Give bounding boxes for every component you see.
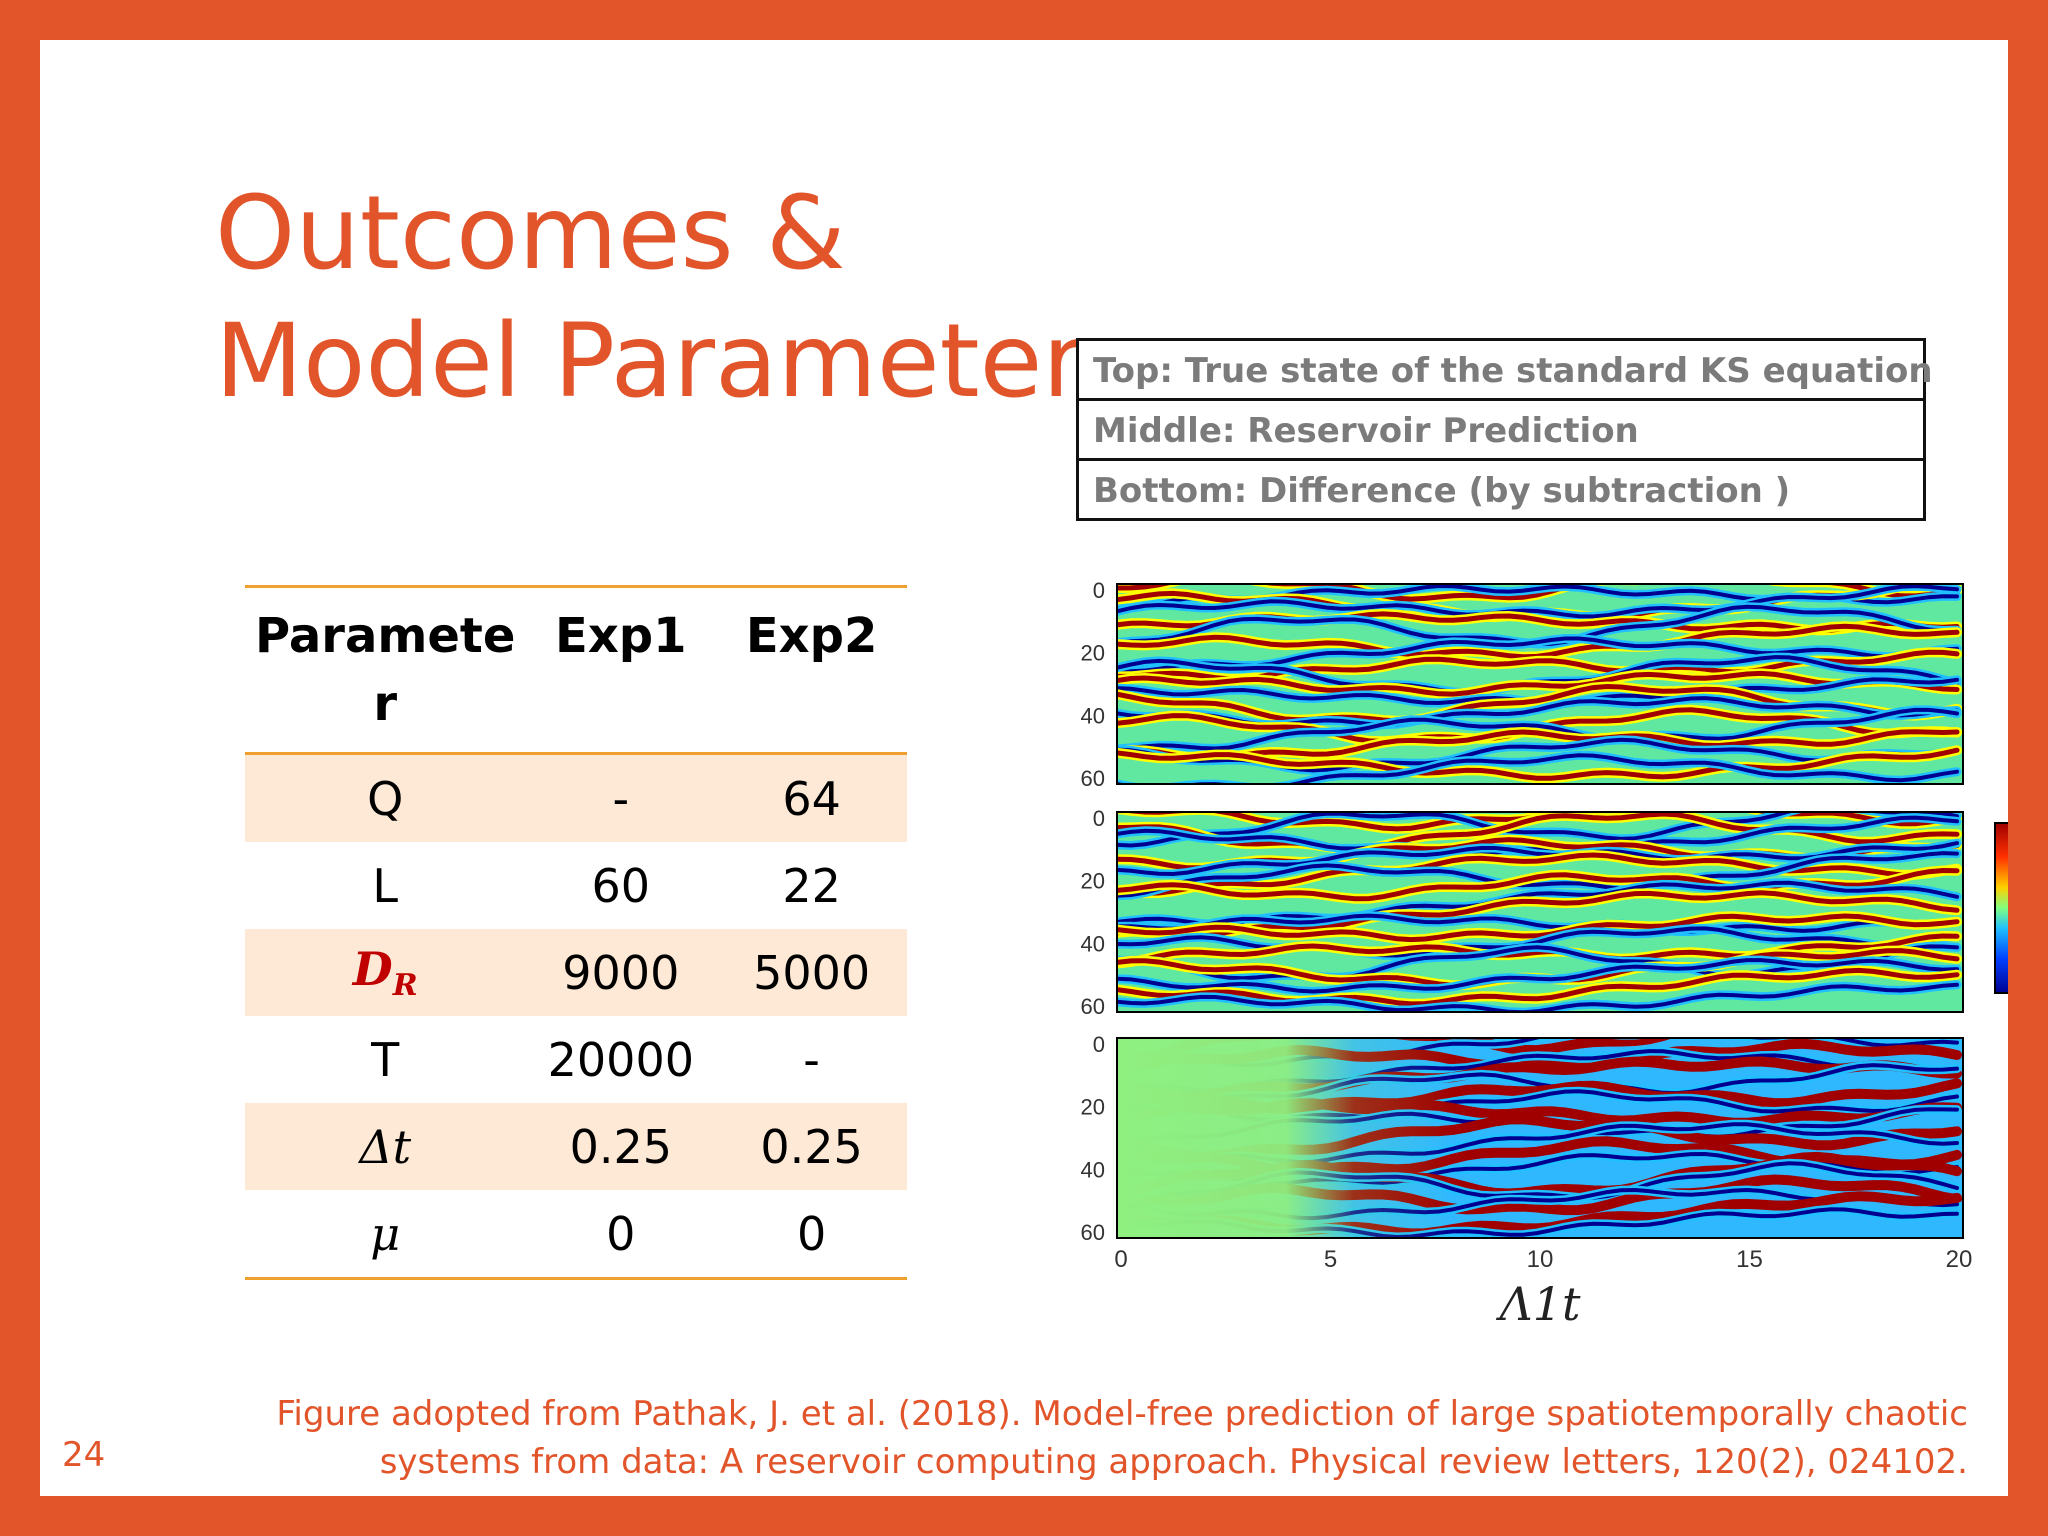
- param-name: μ: [245, 1190, 526, 1280]
- header-exp2: Exp2: [716, 585, 907, 755]
- y-tick-label: 40: [1081, 1157, 1105, 1182]
- exp2-value: 0.25: [716, 1103, 907, 1190]
- x-tick-label: 10: [1527, 1246, 1554, 1273]
- table-row: L 60 22: [245, 842, 907, 929]
- heatmap-panel-1: [1117, 584, 1963, 784]
- heatmap-band-core: [1117, 753, 1959, 784]
- axis-labels: 0 20 40 60 0 20 40 60 0 20 40 60 0 5 10 15 20 Λ1t: [1081, 578, 1973, 1331]
- x-axis-label: Λ1t: [1496, 1277, 1581, 1330]
- header-exp1: Exp1: [525, 585, 717, 755]
- param-name: DR: [245, 929, 526, 1016]
- x-tick-label: 0: [1114, 1246, 1127, 1273]
- legend-row-middle: Middle: Reservoir Prediction: [1079, 401, 1923, 461]
- slide-title: Outcomes & Model Parameters: [215, 170, 1137, 426]
- param-dr-label: DR: [352, 941, 418, 1004]
- heatmap-band-core: [1117, 584, 1960, 602]
- table-header-row: Paramete r Exp1 Exp2: [245, 585, 907, 755]
- heatmap-band-core: [1117, 958, 1959, 994]
- y-tick-label: 60: [1081, 766, 1105, 791]
- y-tick-label: 0: [1093, 578, 1105, 603]
- exp1-value: 60: [591, 858, 651, 913]
- heatmap-band-core: [1117, 747, 1960, 781]
- y-tick-label: 0: [1093, 1032, 1105, 1057]
- figure-legend: Top: True state of the standard KS equat…: [1076, 338, 1933, 521]
- y-tick-label: 20: [1081, 641, 1105, 666]
- heatmap-band-core: [1117, 913, 1959, 934]
- heatmap-frame: [1116, 583, 1964, 785]
- heatmap-band-core: [1117, 933, 1960, 966]
- x-tick-label: 20: [1946, 1246, 1973, 1273]
- citation: Figure adopted from Pathak, J. et al. (2…: [276, 1390, 1968, 1486]
- heatmap-band-core: [1117, 815, 1959, 858]
- y-tick-label: 40: [1081, 703, 1105, 728]
- heatmap-panel-2: [1117, 812, 1963, 1012]
- exp2-value: 5000: [716, 929, 907, 1016]
- colorbar: [1994, 822, 2008, 994]
- heatmap-frame: [1116, 811, 1964, 1013]
- x-tick-label: 5: [1324, 1246, 1337, 1273]
- heatmap-band-core: [1117, 852, 1960, 896]
- parameter-table: Paramete r Exp1 Exp2 Q - 64 L 60 22 DR 9…: [245, 585, 907, 1280]
- y-tick-label: 20: [1081, 1095, 1105, 1120]
- heatmap-panel-3: [1117, 1038, 1963, 1238]
- citation-line-1: Figure adopted from Pathak, J. et al. (2…: [276, 1394, 1968, 1434]
- heatmap-band-core: [1117, 812, 1960, 852]
- heatmap-band-core: [1117, 967, 1960, 1007]
- heatmap-frame: [1116, 1037, 1964, 1239]
- x-tick-label: 15: [1736, 1246, 1763, 1273]
- exp2-value: -: [803, 1032, 820, 1087]
- slide: Outcomes & Model Parameters Paramete r E…: [40, 40, 2008, 1496]
- exp1-value: 20000: [547, 1032, 694, 1087]
- exp2-value: 22: [782, 858, 841, 913]
- page-number: 24: [62, 1435, 106, 1475]
- heatmap-band-core: [1117, 851, 1959, 898]
- heatmap-band-core: [1117, 926, 1959, 958]
- heatmap-panels: [1116, 583, 1964, 1239]
- heatmap-band-core: [1117, 812, 1959, 848]
- param-name: L: [372, 858, 399, 913]
- low-error-region: [1117, 1038, 1963, 1238]
- y-tick-label: 60: [1081, 1220, 1105, 1245]
- y-tick-label: 20: [1081, 869, 1105, 894]
- title-line-2: Model Parameters: [215, 302, 1138, 421]
- table-row: DR 9000 5000: [245, 929, 907, 1016]
- table-row: Q - 64: [245, 753, 907, 842]
- exp2-value: 64: [716, 753, 907, 842]
- exp1-value: 0.25: [525, 1103, 717, 1190]
- exp1-value: -: [525, 753, 717, 842]
- param-name: Δt: [245, 1103, 526, 1190]
- exp2-value: 0: [716, 1190, 907, 1280]
- legend-row-bottom: Bottom: Difference (by subtraction ): [1079, 461, 1923, 521]
- heatmap-band-core: [1117, 729, 1960, 762]
- table-row: Δt 0.25 0.25: [245, 1103, 907, 1190]
- title-line-1: Outcomes &: [215, 174, 846, 293]
- exp1-value: 9000: [525, 929, 717, 1016]
- param-name: T: [371, 1032, 400, 1087]
- legend-row-top: Top: True state of the standard KS equat…: [1079, 341, 1933, 401]
- y-tick-label: 60: [1081, 994, 1105, 1019]
- param-name: Q: [245, 753, 526, 842]
- citation-line-2: systems from data: A reservoir computing…: [379, 1442, 1968, 1482]
- heatmap-band-core: [1117, 670, 1960, 697]
- y-tick-label: 40: [1081, 931, 1105, 956]
- table-row: μ 0 0: [245, 1190, 907, 1280]
- heatmap-band-core: [1117, 913, 1960, 943]
- exp1-value: 0: [525, 1190, 717, 1280]
- header-parameter: Paramete r: [245, 585, 526, 755]
- heatmap-band-core: [1117, 707, 1959, 751]
- y-tick-label: 0: [1093, 806, 1105, 831]
- table-row: T 20000 -: [245, 1016, 907, 1103]
- heatmap-band-core: [1117, 584, 1959, 619]
